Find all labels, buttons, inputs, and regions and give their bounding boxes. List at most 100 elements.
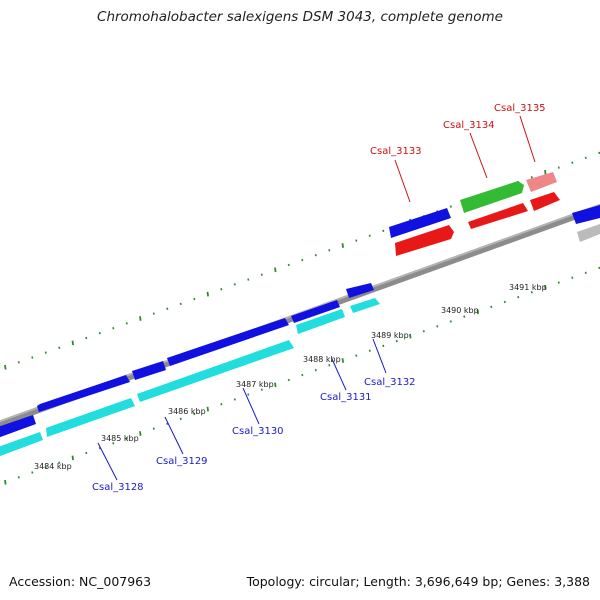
- minor-tick: [152, 312, 155, 315]
- gene-label-csal-3128[interactable]: Csal_3128: [92, 482, 144, 493]
- major-tick: [206, 291, 209, 297]
- gene-label-csal-3135[interactable]: Csal_3135: [494, 103, 546, 114]
- kbp-label-3490: 3490 kbp: [441, 306, 479, 315]
- minor-tick: [166, 307, 169, 310]
- feature-grey[interactable]: [577, 224, 600, 242]
- major-tick: [409, 333, 412, 339]
- minor-tick: [17, 476, 20, 479]
- minor-tick: [287, 378, 290, 382]
- minor-tick: [557, 281, 560, 284]
- length-label: Length:: [363, 574, 411, 589]
- minor-tick: [98, 331, 101, 335]
- minor-tick: [125, 322, 128, 325]
- gene-label-csal-3134[interactable]: Csal_3134: [443, 120, 495, 131]
- minor-tick: [382, 344, 385, 348]
- minor-tick: [193, 297, 196, 301]
- accession-text: Accession: NC_007963: [9, 574, 151, 589]
- feature-track: [0, 172, 600, 458]
- minor-tick: [557, 166, 560, 169]
- minor-tick: [355, 239, 358, 242]
- minor-tick: [463, 315, 466, 318]
- minor-tick: [517, 295, 520, 299]
- feature-cds-pink-3135[interactable]: [526, 172, 557, 192]
- minor-tick: [220, 403, 223, 406]
- kbp-label-3489: 3489 kbp: [371, 331, 409, 340]
- minor-tick: [530, 291, 533, 294]
- minor-tick: [314, 368, 317, 372]
- minor-tick: [112, 327, 115, 330]
- minor-tick: [328, 364, 331, 367]
- minor-tick: [233, 398, 236, 401]
- minor-tick: [179, 302, 182, 306]
- gene-label-csal-3131[interactable]: Csal_3131: [320, 392, 372, 403]
- feature-cds-red-3135[interactable]: [530, 192, 560, 211]
- minor-tick: [260, 273, 263, 276]
- feature-cyan-2[interactable]: [46, 398, 135, 437]
- kbp-label-3487: 3487 kbp: [236, 380, 274, 389]
- feature-cyan-3[interactable]: [137, 340, 294, 402]
- minor-tick: [166, 422, 169, 425]
- genes-value: 3,388: [554, 574, 590, 589]
- feature-cds-green-3134[interactable]: [460, 181, 524, 213]
- feature-cds-blue-7[interactable]: [389, 208, 451, 238]
- kbp-label-3486: 3486 kbp: [168, 407, 206, 416]
- feature-cds-red-3133[interactable]: [395, 225, 454, 256]
- minor-tick: [422, 330, 425, 333]
- minor-tick: [287, 263, 290, 267]
- gene-label-csal-3132[interactable]: Csal_3132: [364, 377, 416, 388]
- feature-cds-red-3134[interactable]: [468, 203, 528, 229]
- minor-tick: [368, 234, 371, 237]
- feature-cds-blue-1[interactable]: [0, 415, 36, 439]
- minor-tick: [530, 176, 533, 179]
- feature-cds-blue-8[interactable]: [572, 205, 600, 224]
- feature-cds-blue-5[interactable]: [291, 300, 340, 323]
- minor-tick: [571, 276, 574, 279]
- genes-label: Genes:: [506, 574, 551, 589]
- minor-tick: [449, 205, 452, 208]
- feature-cds-blue-4[interactable]: [167, 318, 289, 366]
- gene-label-csal-3129[interactable]: Csal_3129: [156, 456, 208, 467]
- minor-tick: [247, 278, 250, 281]
- kbp-label-3491: 3491 kbp: [509, 283, 547, 292]
- minor-tick: [395, 339, 398, 343]
- major-tick: [71, 340, 74, 346]
- minor-tick: [98, 446, 101, 450]
- length-value: 3,696,649 bp: [414, 574, 499, 589]
- major-tick: [274, 382, 277, 388]
- accession-value: NC_007963: [79, 574, 152, 589]
- minor-tick: [328, 249, 331, 252]
- minor-tick: [58, 346, 61, 349]
- minor-tick: [179, 417, 182, 421]
- minor-tick: [152, 427, 155, 430]
- major-tick: [341, 243, 344, 248]
- feature-cds-blue-2[interactable]: [37, 375, 130, 412]
- minor-tick: [314, 253, 317, 257]
- minor-tick: [571, 161, 574, 164]
- minor-tick: [368, 349, 371, 352]
- minor-tick: [449, 320, 452, 323]
- minor-tick: [125, 437, 128, 440]
- minor-tick: [503, 300, 506, 304]
- minor-tick: [301, 373, 304, 377]
- kbp-label-3488: 3488 kbp: [303, 355, 341, 364]
- feature-cds-blue-3[interactable]: [132, 361, 166, 380]
- gene-label-csal-3133[interactable]: Csal_3133: [370, 146, 422, 157]
- callout-lines: [97, 115, 536, 481]
- minor-tick: [301, 258, 304, 262]
- major-tick: [139, 316, 142, 321]
- major-tick: [544, 170, 547, 175]
- feature-cyan-4[interactable]: [296, 309, 345, 334]
- gene-label-csal-3130[interactable]: Csal_3130: [232, 426, 284, 437]
- topology-value: circular: [309, 574, 356, 589]
- minor-tick: [382, 229, 385, 233]
- topology-label: Topology:: [246, 574, 306, 589]
- feature-cyan-1[interactable]: [0, 432, 43, 458]
- feature-cyan-5[interactable]: [350, 298, 380, 313]
- feature-cds-blue-6[interactable]: [346, 283, 374, 298]
- minor-tick: [233, 283, 236, 286]
- minor-tick: [58, 461, 61, 464]
- minor-tick: [17, 361, 20, 364]
- major-tick: [544, 285, 547, 290]
- minor-tick: [260, 388, 263, 391]
